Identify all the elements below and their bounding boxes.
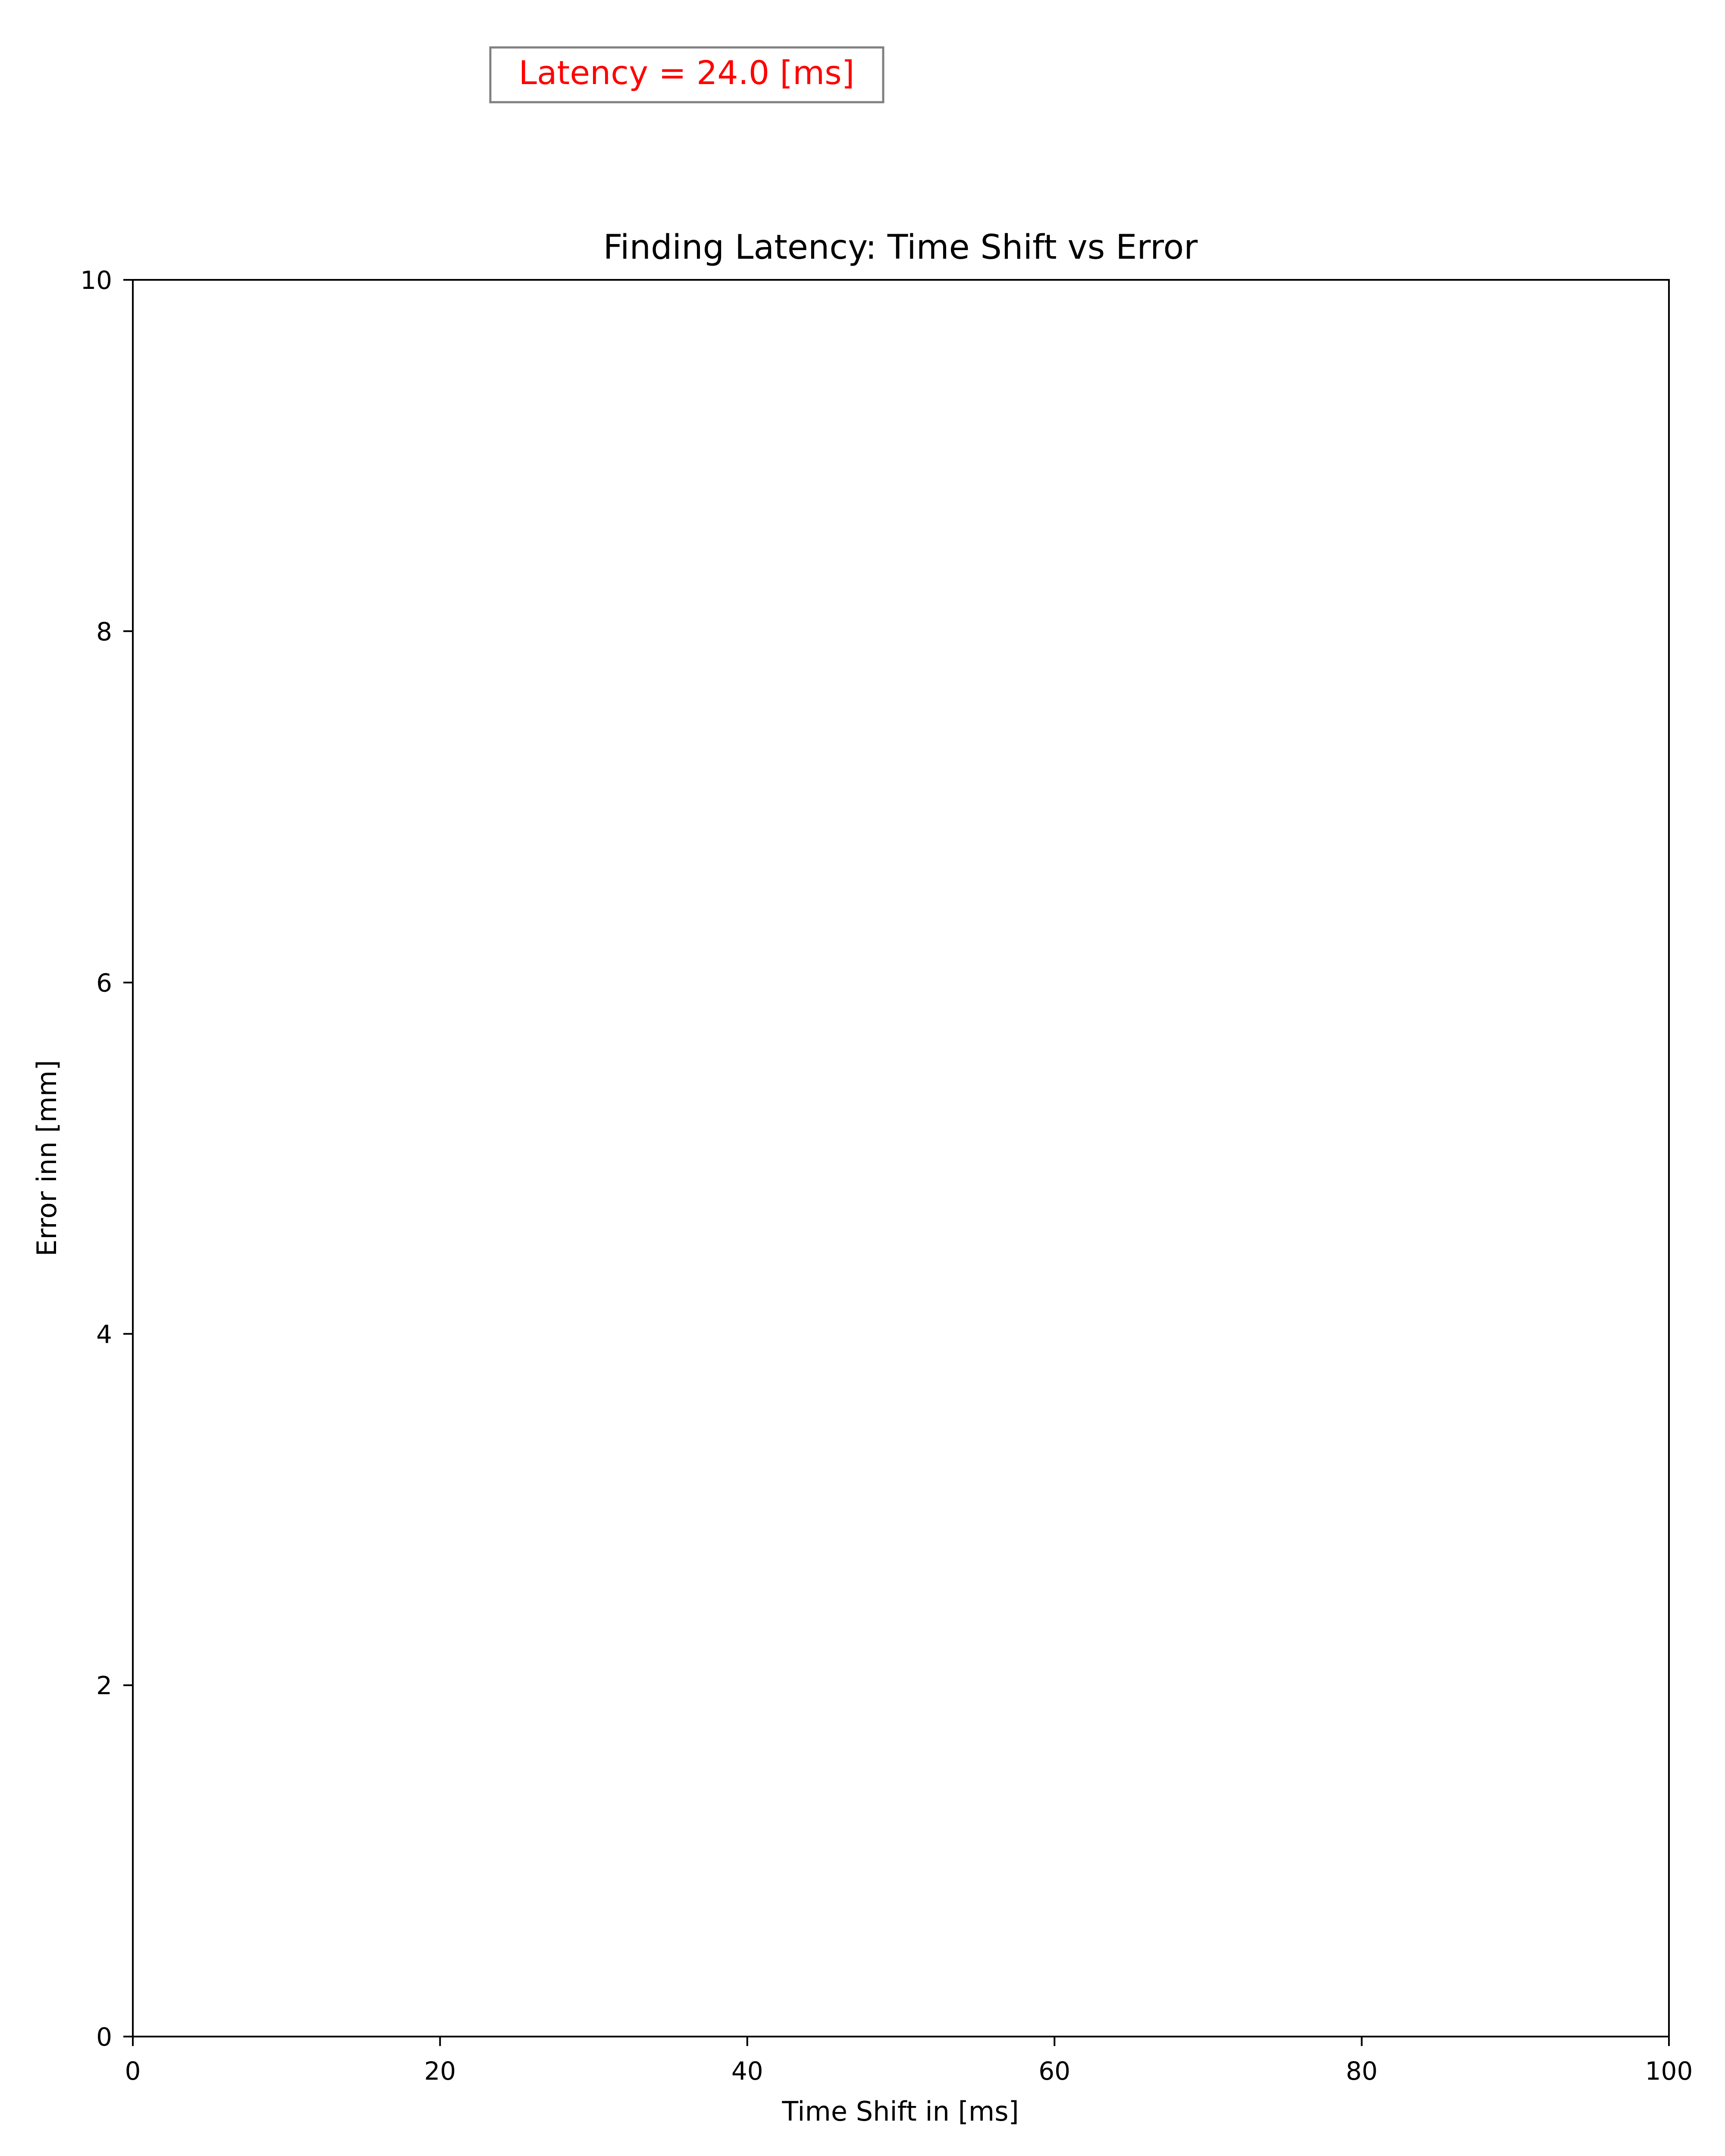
y-tick-label: 10 — [80, 266, 112, 295]
y-axis-label: Error inn [mm] — [31, 1060, 63, 1257]
x-tick-label: 0 — [125, 2056, 141, 2086]
y-tick-label: 8 — [96, 617, 112, 646]
y-tick-label: 0 — [96, 2022, 112, 2052]
x-tick-label: 80 — [1346, 2056, 1378, 2086]
plot-frame — [132, 279, 1670, 2037]
x-axis-ticks: 0 20 40 60 80 100 — [125, 2037, 1693, 2086]
x-tick-label: 100 — [1645, 2056, 1693, 2086]
x-tick-label: 60 — [1038, 2056, 1070, 2086]
x-tick-label: 40 — [731, 2056, 763, 2086]
y-tick-label: 2 — [96, 1671, 112, 1700]
latency-annotation-box — [489, 46, 884, 103]
x-axis-label: Time Shift in [ms] — [781, 2096, 1019, 2127]
y-tick-label: 6 — [96, 968, 112, 998]
chart-title: Finding Latency: Time Shift vs Error — [603, 228, 1198, 267]
plot-area — [133, 280, 1669, 2037]
x-tick-label: 20 — [424, 2056, 456, 2086]
latency-annotation-text: Latency = 24.0 [ms] — [519, 53, 855, 92]
latency-annotation: Latency = 24.0 [ms] — [489, 46, 884, 103]
y-axis-ticks: 0 2 4 6 8 10 — [80, 266, 133, 2052]
y-tick-label: 4 — [96, 1319, 112, 1349]
